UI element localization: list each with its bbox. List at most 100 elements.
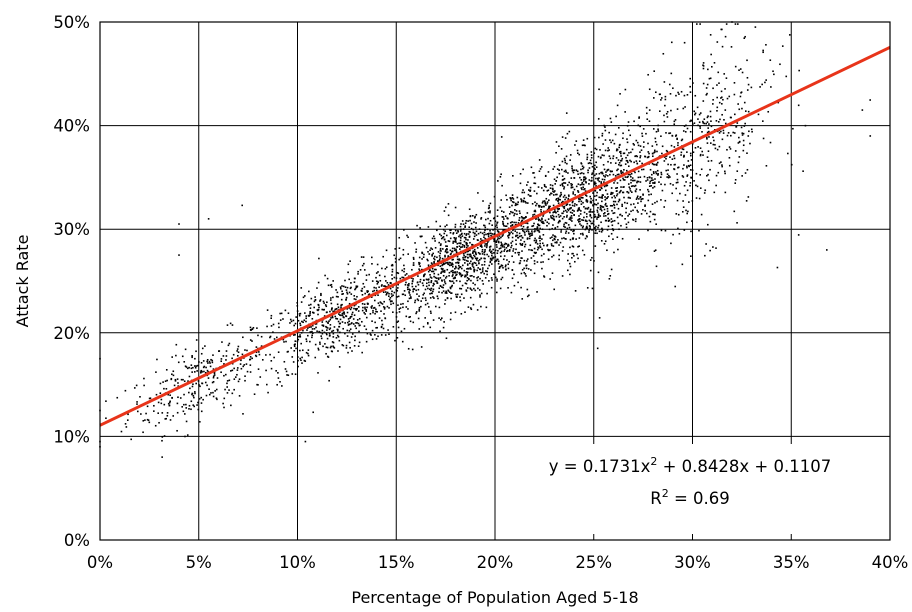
- scatter-point: [770, 86, 772, 88]
- scatter-point: [561, 200, 564, 203]
- scatter-point: [554, 236, 557, 238]
- scatter-point: [337, 328, 339, 331]
- scatter-point: [501, 235, 504, 237]
- scatter-point: [307, 354, 310, 357]
- scatter-point: [521, 219, 524, 222]
- scatter-point: [515, 248, 517, 251]
- scatter-point: [375, 310, 377, 313]
- scatter-point: [695, 197, 698, 199]
- scatter-point: [616, 216, 619, 219]
- scatter-point: [160, 402, 163, 405]
- scatter-point: [371, 329, 374, 332]
- scatter-point: [702, 82, 705, 85]
- scatter-point: [266, 325, 268, 328]
- scatter-point: [551, 227, 553, 230]
- scatter-point: [561, 185, 564, 187]
- scatter-point: [439, 265, 442, 268]
- y-tick-label: 30%: [53, 220, 90, 239]
- scatter-point: [692, 151, 695, 154]
- scatter-point: [580, 210, 582, 212]
- scatter-point: [451, 265, 454, 268]
- scatter-point: [691, 220, 693, 222]
- scatter-point: [375, 287, 377, 289]
- scatter-point: [481, 246, 483, 248]
- scatter-point: [646, 118, 649, 121]
- scatter-point: [714, 143, 716, 146]
- scatter-point: [577, 183, 580, 185]
- scatter-point: [547, 189, 550, 192]
- scatter-point: [558, 172, 561, 175]
- scatter-point: [606, 193, 609, 195]
- scatter-point: [533, 239, 536, 242]
- scatter-point: [739, 95, 742, 98]
- scatter-point: [655, 265, 658, 268]
- scatter-point: [481, 248, 484, 251]
- scatter-point: [526, 226, 529, 229]
- scatter-point: [626, 124, 629, 127]
- scatter-point: [372, 309, 374, 312]
- scatter-point: [627, 165, 630, 168]
- scatter-point: [412, 321, 415, 324]
- scatter-point: [613, 212, 616, 214]
- scatter-point: [869, 99, 871, 101]
- scatter-point: [494, 220, 497, 222]
- scatter-point: [350, 286, 352, 289]
- scatter-point: [596, 218, 598, 220]
- y-tick-label: 20%: [53, 324, 90, 343]
- scatter-point: [403, 327, 406, 330]
- scatter-point: [676, 181, 679, 184]
- scatter-point: [566, 203, 568, 206]
- scatter-point: [682, 176, 685, 178]
- scatter-point: [195, 350, 197, 353]
- scatter-point: [407, 253, 410, 255]
- scatter-point: [670, 163, 672, 166]
- scatter-point: [510, 225, 512, 227]
- scatter-point: [336, 334, 339, 337]
- scatter-point: [529, 190, 531, 192]
- scatter-point: [561, 212, 563, 215]
- scatter-point: [724, 35, 727, 38]
- scatter-point: [391, 270, 394, 273]
- scatter-point: [550, 192, 552, 195]
- scatter-point: [475, 213, 478, 216]
- scatter-point: [376, 263, 379, 266]
- scatter-point: [356, 285, 358, 288]
- scatter-point: [442, 326, 445, 329]
- scatter-point: [520, 200, 523, 203]
- scatter-point: [481, 269, 484, 271]
- scatter-point: [515, 221, 517, 224]
- scatter-point: [372, 290, 374, 293]
- scatter-point: [365, 309, 368, 311]
- scatter-point: [502, 220, 504, 223]
- scatter-point: [673, 123, 676, 126]
- scatter-point: [569, 159, 571, 161]
- scatter-point: [536, 261, 539, 263]
- scatter-point: [733, 113, 736, 116]
- x-tick-label: 30%: [674, 553, 711, 572]
- scatter-point: [510, 231, 513, 233]
- scatter-point: [190, 364, 193, 366]
- scatter-point: [500, 243, 503, 245]
- scatter-point: [634, 184, 637, 187]
- scatter-point: [513, 284, 516, 287]
- scatter-point: [469, 267, 472, 269]
- scatter-point: [388, 298, 391, 301]
- scatter-point: [471, 215, 474, 217]
- scatter-point: [523, 191, 526, 194]
- scatter-point: [494, 249, 497, 252]
- scatter-point: [588, 219, 591, 222]
- scatter-point: [416, 224, 418, 227]
- scatter-point: [259, 376, 262, 378]
- scatter-point: [439, 247, 442, 250]
- scatter-point: [317, 313, 319, 316]
- scatter-point: [469, 241, 471, 244]
- scatter-point: [547, 249, 550, 252]
- scatter-point: [678, 232, 681, 235]
- scatter-point: [689, 91, 692, 93]
- scatter-point: [460, 237, 462, 239]
- scatter-point: [341, 290, 343, 293]
- scatter-point: [608, 219, 611, 222]
- scatter-point: [577, 152, 579, 154]
- scatter-point: [587, 169, 589, 172]
- scatter-point: [539, 235, 541, 238]
